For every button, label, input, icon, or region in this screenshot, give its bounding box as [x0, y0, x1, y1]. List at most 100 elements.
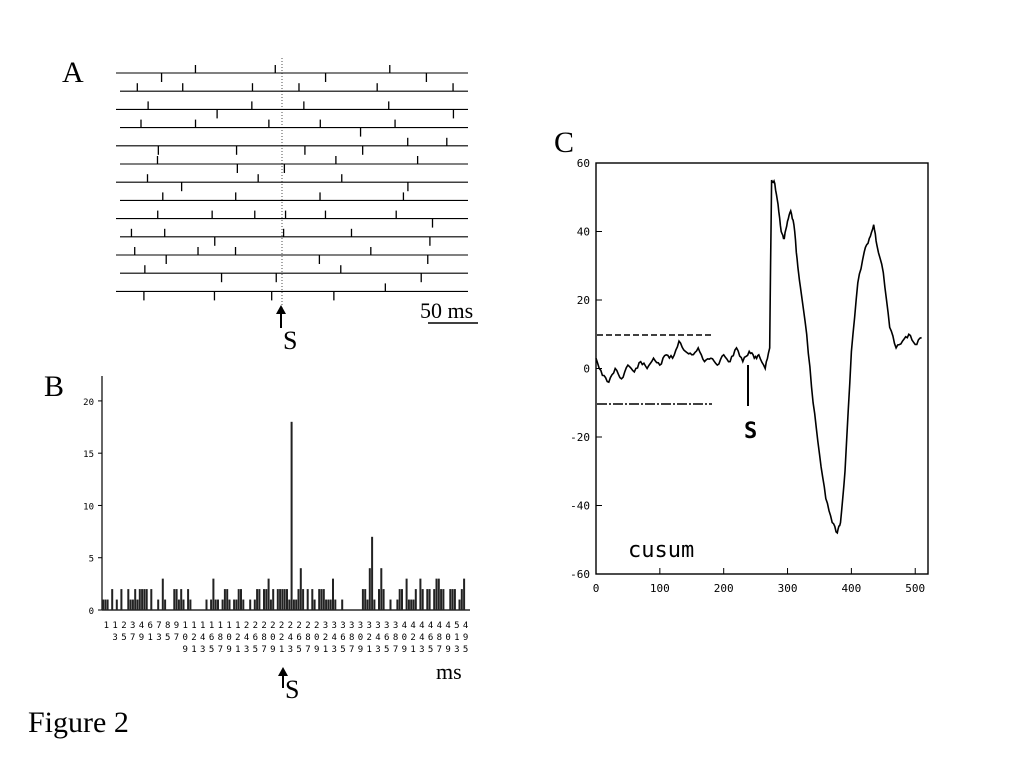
- b-x-tick-digit: 2: [235, 633, 240, 643]
- b-x-tick-digit: 9: [314, 645, 319, 655]
- b-bar: [182, 599, 185, 610]
- b-bar: [334, 599, 337, 610]
- b-bar: [235, 599, 238, 610]
- b-bar: [463, 578, 466, 610]
- b-bar: [302, 589, 305, 610]
- b-bar: [313, 599, 316, 610]
- b-bar: [414, 589, 417, 610]
- b-x-tick-digit: 4: [402, 621, 407, 631]
- c-x-tick-label: 500: [905, 582, 925, 595]
- c-plot-frame: [595, 162, 929, 575]
- b-x-tick-digit: 9: [402, 645, 407, 655]
- b-bar: [136, 599, 139, 610]
- b-x-tick-digit: 3: [200, 645, 205, 655]
- c-x-tick-label: 0: [593, 582, 600, 595]
- b-x-tick-digit: 4: [244, 633, 249, 643]
- b-bar: [111, 589, 114, 610]
- b-bar: [210, 599, 213, 610]
- b-bar: [297, 589, 300, 610]
- b-y-tick-label: 5: [89, 555, 94, 565]
- b-bar: [249, 599, 252, 610]
- b-x-tick-digit: 5: [340, 645, 345, 655]
- b-bar: [332, 578, 334, 610]
- stimulus-arrowhead-b: [278, 667, 288, 676]
- b-bar: [421, 589, 424, 610]
- b-bar: [442, 589, 445, 610]
- b-bar: [205, 599, 208, 610]
- b-x-tick-digit: 4: [428, 621, 433, 631]
- b-bar: [177, 599, 180, 610]
- b-bar: [283, 589, 286, 610]
- b-x-tick-digit: 2: [323, 633, 328, 643]
- b-bar: [433, 589, 436, 610]
- b-x-tick-digit: 6: [296, 633, 301, 643]
- b-bar: [189, 599, 192, 610]
- b-bar: [221, 599, 224, 610]
- c-x-tick-label: 400: [841, 582, 861, 595]
- b-x-tick-labels: 1 132537496173859710912114316518710912124…: [104, 621, 469, 655]
- b-x-tick-digit: 1: [191, 621, 196, 631]
- b-bar: [435, 578, 438, 610]
- c-cusum-line: [595, 178, 922, 535]
- b-x-tick-digit: 5: [209, 645, 214, 655]
- b-bar: [329, 599, 332, 610]
- b-x-tick-digit: 8: [261, 633, 266, 643]
- b-bar: [286, 589, 288, 610]
- b-x-tick-digit: 3: [244, 645, 249, 655]
- b-x-tick-digit: 2: [121, 621, 126, 631]
- b-x-tick-digit: 4: [419, 633, 424, 643]
- b-bar: [306, 589, 309, 610]
- b-x-tick-digit: 0: [314, 633, 319, 643]
- c-y-ticks: 60 40 20 0 -20 -40 -60: [570, 157, 602, 581]
- b-bar: [237, 589, 240, 610]
- b-bar: [161, 578, 164, 610]
- b-bars: [102, 421, 466, 610]
- b-x-tick-digit: 4: [445, 621, 450, 631]
- b-bar: [295, 599, 298, 610]
- b-x-tick-digit: 0: [402, 633, 407, 643]
- b-x-tick-digit: 9: [183, 645, 188, 655]
- c-x-tick-label: 300: [778, 582, 798, 595]
- b-x-tick-digit: 0: [270, 633, 275, 643]
- b-bar: [104, 599, 107, 610]
- b-x-tick-digit: 2: [367, 633, 372, 643]
- b-x-tick-digit: 2: [244, 621, 249, 631]
- b-x-tick-digit: 3: [367, 621, 372, 631]
- b-x-tick-digit: 7: [437, 645, 442, 655]
- b-x-tick-digit: 5: [428, 645, 433, 655]
- b-x-tick-digit: 3: [112, 633, 117, 643]
- c-x-tick-label: 100: [650, 582, 670, 595]
- b-bar: [157, 599, 160, 610]
- b-bar: [341, 599, 344, 610]
- b-bar: [281, 589, 284, 610]
- c-y-tick-label: 0: [583, 363, 590, 376]
- b-x-tick-digit: 4: [331, 633, 336, 643]
- b-x-tick-digit: 8: [349, 633, 354, 643]
- b-x-tick-digit: 7: [393, 645, 398, 655]
- b-bar: [143, 589, 146, 610]
- b-x-tick-digit: 5: [384, 645, 389, 655]
- b-x-tick-digit: 3: [384, 621, 389, 631]
- b-bar: [214, 599, 217, 610]
- b-x-tick-digit: 8: [437, 633, 442, 643]
- b-bar: [223, 589, 226, 610]
- b-x-tick-digit: 2: [314, 621, 319, 631]
- b-x-tick-digit: 9: [174, 621, 179, 631]
- b-x-tick-digit: 2: [253, 621, 258, 631]
- c-y-tick-label: 40: [577, 226, 590, 239]
- b-x-tick-digit: 1: [367, 645, 372, 655]
- b-x-tick-digit: 1: [183, 621, 188, 631]
- b-x-tick-digit: 4: [375, 633, 380, 643]
- b-x-tick-digit: 5: [463, 645, 468, 655]
- b-x-tick-digit: 4: [288, 633, 293, 643]
- b-x-tick-digit: 0: [183, 633, 188, 643]
- b-x-tick-digit: 3: [331, 621, 336, 631]
- b-bar: [449, 589, 452, 610]
- b-y-tick-label: 20: [83, 398, 94, 408]
- b-x-tick-digit: 7: [261, 645, 266, 655]
- b-x-tick-digit: 0: [445, 633, 450, 643]
- b-bar: [440, 589, 443, 610]
- b-bar: [460, 589, 463, 610]
- panel-a-letter: A: [62, 56, 84, 89]
